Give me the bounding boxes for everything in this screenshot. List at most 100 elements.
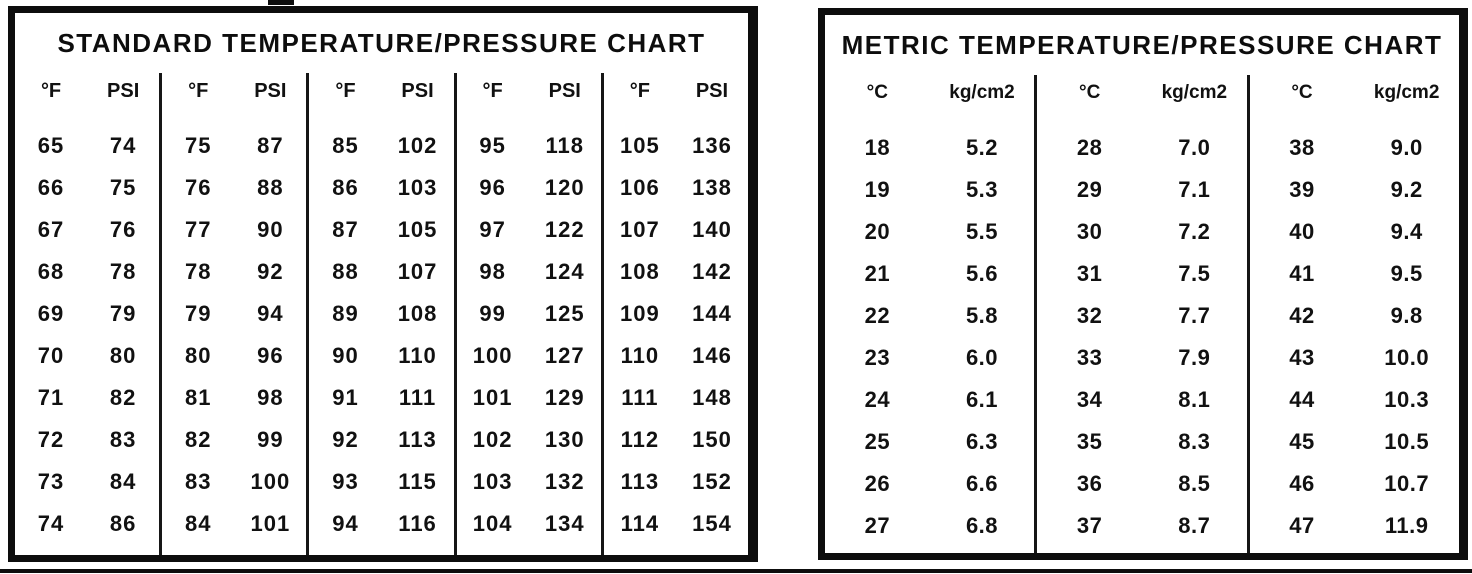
metric-pressure-value: 6.1 [965, 387, 999, 412]
standard-column-group: °F PSI 105 136 106 138 107 140 108 142 109 144 110 14… [600, 73, 748, 555]
standard-pressure-value: 120 [544, 175, 585, 200]
metric-pressure-value: 9.2 [1390, 177, 1423, 202]
standard-temp-value: 113 [620, 469, 660, 494]
metric-pressure-value: 5.3 [965, 177, 999, 202]
standard-column-group: °F PSI 95 118 96 120 97 122 98 124 99 125 100 127 101 1… [453, 73, 601, 555]
metric-temp-value: 25 [864, 429, 891, 454]
standard-temp-value: 90 [332, 343, 359, 368]
standard-temp-value: 79 [185, 301, 212, 326]
standard-pressure-header: PSI [254, 80, 287, 102]
metric-temp-value: 45 [1289, 429, 1315, 454]
standard-pressure-value: 101 [250, 511, 291, 536]
standard-temp-header: °F [335, 80, 356, 102]
metric-temp-value: 29 [1076, 177, 1103, 202]
standard-column-group: °F PSI 75 87 76 88 77 90 78 92 79 94 80 96 81 98 82 99 83 1… [159, 73, 306, 555]
standard-temp-value: 107 [620, 217, 660, 242]
metric-pressure-value: 10.7 [1384, 471, 1430, 496]
standard-temp-value: 95 [479, 133, 506, 158]
standard-pressure-value: 125 [544, 301, 585, 326]
metric-temp-value: 39 [1289, 177, 1315, 202]
standard-temp-value: 112 [620, 427, 660, 452]
standard-temp-value: 85 [332, 133, 359, 158]
standard-temp-value: 86 [332, 175, 359, 200]
metric-temp-value: 22 [864, 303, 891, 328]
standard-pressure-value: 80 [109, 343, 137, 368]
standard-pressure-value: 148 [692, 385, 732, 410]
metric-temp-value: 24 [864, 387, 891, 412]
metric-temp-value: 37 [1076, 513, 1103, 538]
metric-pressure-value: 9.4 [1390, 219, 1423, 244]
metric-column-group: °C kg/cm2 38 9.0 39 9.2 40 9.4 41 9.5 42 9.8 43 10.0 4… [1246, 75, 1459, 553]
metric-temp-value: 28 [1076, 135, 1103, 160]
standard-pressure-value: 132 [544, 469, 585, 494]
standard-temp-value: 104 [472, 511, 513, 536]
standard-pressure-value: 111 [398, 385, 437, 410]
scan-artifact-top-mark [268, 0, 294, 5]
standard-temp-value: 84 [185, 511, 212, 536]
metric-temp-header: °C [1078, 82, 1101, 103]
metric-pressure-value: 10.5 [1384, 429, 1430, 454]
metric-temp-header: °C [866, 82, 888, 103]
standard-pressure-value: 144 [692, 301, 732, 326]
standard-pressure-value: 78 [109, 259, 137, 284]
standard-temp-value: 74 [37, 511, 65, 536]
standard-temp-value: 76 [185, 175, 212, 200]
standard-temp-value: 87 [332, 217, 359, 242]
metric-chart-panel: METRIC TEMPERATURE/PRESSURE CHART °C kg/c… [818, 8, 1468, 560]
metric-chart-title: METRIC TEMPERATURE/PRESSURE CHART [841, 29, 1443, 60]
standard-pressure-value: 115 [398, 469, 437, 494]
standard-temp-value: 66 [37, 175, 65, 200]
standard-pressure-value: 150 [692, 427, 732, 452]
metric-pressure-value: 8.5 [1178, 471, 1211, 496]
standard-temp-value: 94 [332, 511, 359, 536]
metric-temp-value: 21 [864, 261, 891, 286]
metric-pressure-value: 9.5 [1390, 261, 1423, 286]
metric-pressure-value: 9.8 [1390, 303, 1423, 328]
metric-chart-groups: °C kg/cm2 18 5.2 19 5.3 20 5.5 21 5.6 22 5.8 23 6.0 24… [825, 75, 1459, 553]
standard-temp-value: 103 [472, 469, 513, 494]
metric-pressure-header: kg/cm2 [1161, 82, 1228, 103]
metric-temp-value: 19 [864, 177, 891, 202]
standard-temp-value: 72 [37, 427, 65, 452]
standard-temp-value: 99 [479, 301, 506, 326]
metric-pressure-value: 10.3 [1384, 387, 1430, 412]
standard-pressure-header: PSI [401, 80, 434, 102]
metric-temp-value: 27 [864, 513, 891, 538]
metric-temp-value: 32 [1076, 303, 1103, 328]
metric-pressure-value: 5.6 [965, 261, 999, 286]
metric-column-group: °C kg/cm2 28 7.0 29 7.1 30 7.2 31 7.5 32 7.7 33 7.9 34… [1034, 75, 1246, 553]
standard-temp-value: 69 [37, 301, 65, 326]
metric-pressure-value: 7.1 [1178, 177, 1211, 202]
standard-chart-groups: °F PSI 65 74 66 75 67 76 68 78 69 79 70 80 71 82 72 83 73 8… [15, 73, 748, 555]
standard-temp-value: 100 [472, 343, 513, 368]
standard-pressure-value: 75 [109, 175, 137, 200]
standard-pressure-value: 84 [109, 469, 137, 494]
standard-temp-value: 68 [37, 259, 65, 284]
standard-pressure-value: 134 [544, 511, 585, 536]
metric-pressure-value: 7.7 [1178, 303, 1211, 328]
standard-pressure-value: 94 [257, 301, 284, 326]
standard-pressure-value: 105 [397, 217, 438, 242]
standard-pressure-value: 124 [544, 259, 585, 284]
metric-temp-value: 35 [1076, 429, 1103, 454]
metric-pressure-value: 8.7 [1178, 513, 1211, 538]
standard-pressure-value: 136 [692, 133, 732, 158]
standard-temp-value: 88 [332, 259, 359, 284]
metric-temp-value: 18 [864, 135, 891, 160]
standard-pressure-value: 76 [109, 217, 137, 242]
standard-chart-panel: STANDARD TEMPERATURE/PRESSURE CHART °F PS… [8, 6, 758, 562]
standard-pressure-value: 142 [692, 259, 732, 284]
standard-temp-value: 71 [37, 385, 65, 410]
metric-temp-value: 43 [1289, 345, 1315, 370]
standard-pressure-value: 74 [109, 133, 137, 158]
standard-temp-value: 96 [479, 175, 506, 200]
standard-column-group: °F PSI 85 102 86 103 87 105 88 107 89 108 90 110 91 111… [306, 73, 453, 555]
standard-temp-header: °F [482, 80, 503, 102]
standard-temp-value: 80 [185, 343, 212, 368]
standard-pressure-value: 92 [257, 259, 284, 284]
standard-temp-value: 83 [185, 469, 212, 494]
standard-pressure-value: 100 [250, 469, 291, 494]
standard-pressure-value: 90 [257, 217, 284, 242]
metric-pressure-value: 6.3 [965, 429, 999, 454]
standard-pressure-header: PSI [548, 80, 581, 102]
